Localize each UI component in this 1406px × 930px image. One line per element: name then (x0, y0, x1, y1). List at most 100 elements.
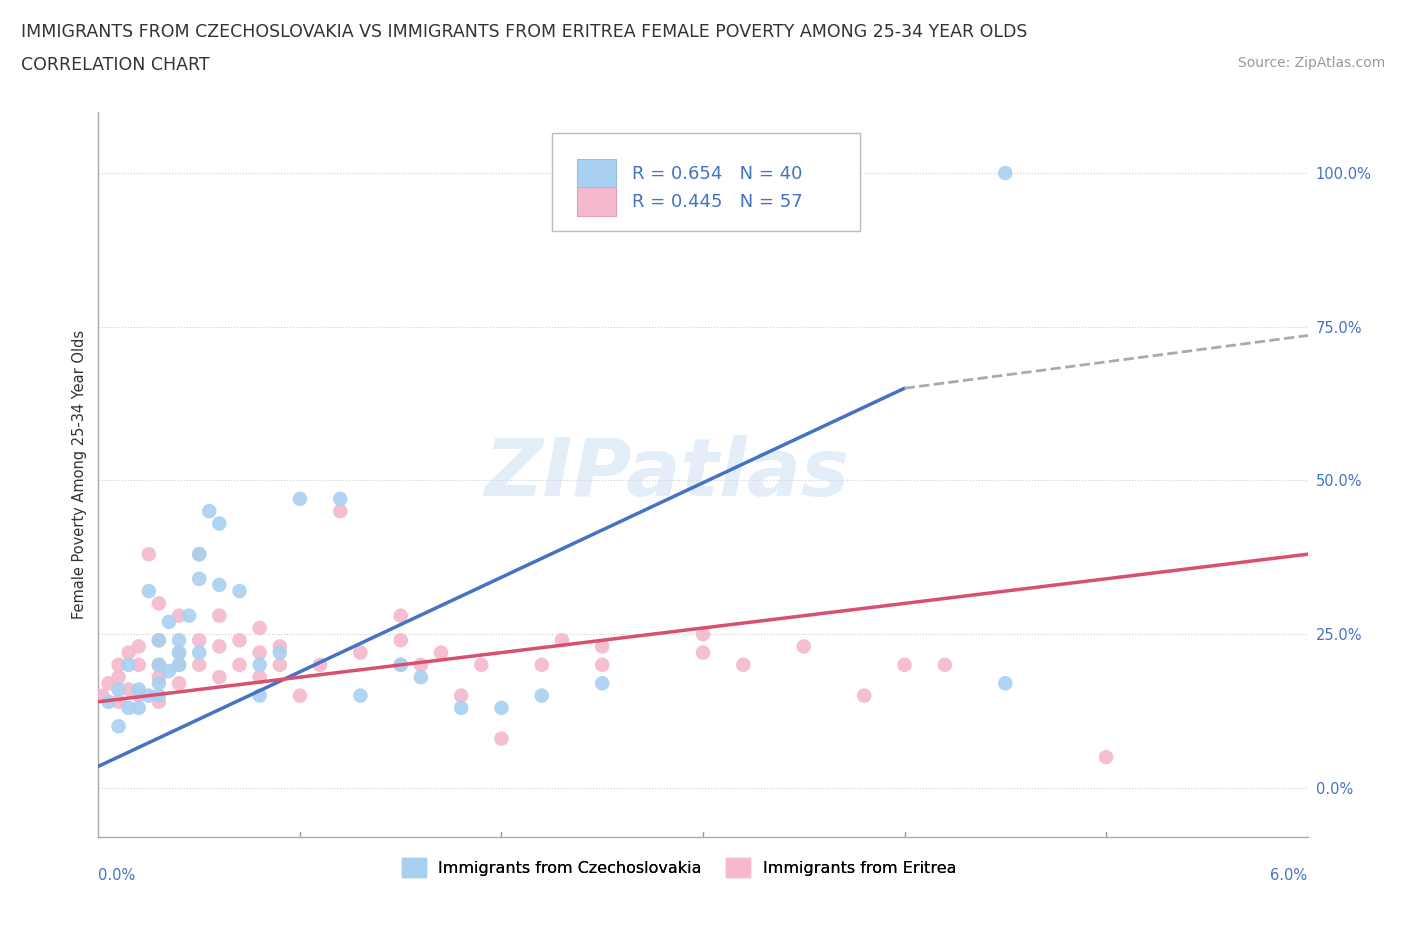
Point (97, 676, 120, 691)
Point (128, 700, 150, 715)
Point (430, 645, 453, 660)
Point (249, 670, 271, 684)
Point (167, 645, 190, 660)
Point (198, 504, 221, 519)
Point (450, 688, 472, 703)
Point (107, 658, 129, 672)
Text: CORRELATION CHART: CORRELATION CHART (21, 56, 209, 73)
Point (91, 688, 114, 703)
Point (591, 639, 613, 654)
Point (389, 632, 412, 647)
Point (349, 688, 371, 703)
Point (188, 645, 211, 660)
Text: ZIPatlas: ZIPatlas (484, 435, 849, 513)
Point (934, 658, 956, 672)
Point (249, 620, 271, 635)
Point (470, 658, 492, 672)
Point (329, 504, 352, 519)
Point (179, 608, 201, 623)
Point (208, 578, 231, 592)
Point (167, 676, 190, 691)
Point (530, 688, 553, 703)
Point (208, 608, 231, 623)
Point (128, 639, 150, 654)
Point (128, 688, 150, 703)
Point (208, 639, 231, 654)
Point (167, 658, 190, 672)
Point (269, 645, 291, 660)
Point (228, 584, 250, 599)
Point (591, 658, 613, 672)
Point (208, 516, 231, 531)
Point (288, 491, 311, 506)
Point (107, 682, 129, 697)
Point (157, 615, 180, 630)
Point (138, 547, 160, 562)
Point (228, 658, 250, 672)
Point (551, 632, 574, 647)
Point (409, 658, 432, 672)
Point (994, 166, 1017, 180)
Point (148, 670, 170, 684)
Point (107, 670, 129, 684)
Point (148, 632, 170, 647)
Point (148, 658, 170, 672)
Text: 0.0%: 0.0% (98, 868, 135, 883)
Text: Source: ZipAtlas.com: Source: ZipAtlas.com (1237, 56, 1385, 70)
Point (138, 584, 160, 599)
Point (228, 632, 250, 647)
Point (188, 632, 211, 647)
Point (249, 688, 271, 703)
Text: R = 0.445   N = 57: R = 0.445 N = 57 (631, 193, 803, 210)
FancyBboxPatch shape (551, 133, 860, 232)
Point (692, 645, 714, 660)
Point (349, 645, 371, 660)
Y-axis label: Female Poverty Among 25-34 Year Olds: Female Poverty Among 25-34 Year Olds (72, 330, 87, 618)
Point (148, 695, 170, 710)
Point (733, 658, 755, 672)
Point (994, 676, 1017, 691)
Text: R = 0.654   N = 40: R = 0.654 N = 40 (631, 165, 801, 183)
Point (409, 670, 432, 684)
Point (148, 596, 170, 611)
Point (389, 658, 412, 672)
Point (188, 571, 211, 586)
Point (167, 608, 190, 623)
Point (692, 627, 714, 642)
Point (591, 676, 613, 691)
Point (249, 645, 271, 660)
Point (288, 688, 311, 703)
Point (329, 491, 352, 506)
Point (491, 700, 513, 715)
Text: IMMIGRANTS FROM CZECHOSLOVAKIA VS IMMIGRANTS FROM ERITREA FEMALE POVERTY AMONG 2: IMMIGRANTS FROM CZECHOSLOVAKIA VS IMMIGR… (21, 23, 1028, 41)
Point (188, 547, 211, 562)
Point (853, 688, 876, 703)
Point (309, 658, 332, 672)
FancyBboxPatch shape (578, 159, 616, 189)
Point (249, 658, 271, 672)
Point (107, 695, 129, 710)
FancyBboxPatch shape (578, 187, 616, 216)
Point (450, 700, 472, 715)
Point (389, 658, 412, 672)
Legend: Immigrants from Czechoslovakia, Immigrants from Eritrea: Immigrants from Czechoslovakia, Immigran… (395, 851, 963, 884)
Point (107, 719, 129, 734)
Point (118, 700, 141, 715)
Point (157, 664, 180, 679)
Point (118, 658, 141, 672)
Point (1095, 750, 1118, 764)
Point (167, 658, 190, 672)
Point (97, 695, 120, 710)
Point (389, 608, 412, 623)
Point (269, 658, 291, 672)
Point (148, 658, 170, 672)
Point (148, 632, 170, 647)
Point (118, 645, 141, 660)
Point (269, 639, 291, 654)
Point (530, 658, 553, 672)
Point (148, 688, 170, 703)
Point (128, 682, 150, 697)
Point (208, 670, 231, 684)
Point (893, 658, 915, 672)
Point (118, 682, 141, 697)
